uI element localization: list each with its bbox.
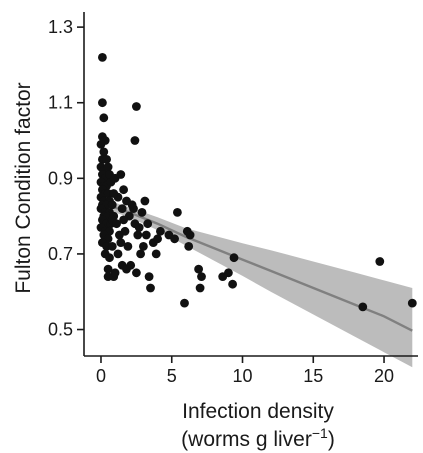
data-point (358, 302, 368, 312)
data-point (98, 98, 107, 108)
data-point (144, 272, 154, 281)
data-point (105, 253, 114, 263)
data-point (123, 242, 133, 251)
data-point (185, 230, 195, 240)
x-axis-title-units: (worms g liver−1) (181, 425, 335, 451)
data-point (130, 136, 140, 145)
x-tick-label: 10 (232, 366, 252, 386)
data-point (139, 242, 148, 251)
data-point (141, 230, 151, 240)
x-tick-label: 5 (167, 366, 177, 386)
data-point (229, 253, 239, 263)
data-point (170, 234, 180, 244)
data-point (107, 200, 117, 210)
data-point (132, 268, 141, 278)
x-tick-label: 15 (303, 366, 323, 386)
data-point (126, 260, 136, 270)
data-point (116, 238, 126, 248)
data-point (103, 162, 113, 172)
y-axis-ticks: 0.5 0.7 0.9 1.1 1.3 (48, 17, 84, 340)
data-point (228, 279, 238, 289)
data-point (133, 230, 143, 240)
x-tick-label: 20 (374, 366, 394, 386)
data-point (119, 215, 128, 225)
data-point (116, 170, 126, 179)
y-tick-label: 1.1 (48, 93, 73, 113)
data-point (137, 208, 147, 217)
data-point (224, 268, 233, 278)
data-point (195, 283, 205, 293)
data-point (151, 249, 161, 259)
data-point (103, 264, 113, 274)
data-point (96, 139, 106, 149)
x-axis-units-prefix: (worms g liver (181, 428, 312, 451)
data-point (180, 298, 189, 308)
y-axis-title: Fulton Condition factor (12, 82, 35, 293)
data-point (132, 102, 141, 111)
x-axis-units-superscript: −1 (312, 425, 328, 441)
data-point (197, 272, 206, 281)
data-point (184, 242, 194, 251)
x-tick-label: 0 (96, 366, 106, 386)
data-points-layer (96, 53, 417, 312)
data-point (129, 204, 138, 214)
data-point (117, 204, 127, 214)
y-tick-label: 0.9 (48, 168, 73, 188)
data-point (194, 264, 204, 274)
data-point (136, 249, 146, 259)
data-point (156, 226, 165, 236)
data-point (143, 219, 153, 229)
data-point (98, 53, 107, 62)
data-point (153, 234, 163, 244)
data-point (112, 219, 121, 229)
x-axis-title: Infection density (182, 400, 334, 423)
x-axis-ticks: 0 5 10 15 20 (96, 356, 394, 386)
data-point (99, 147, 109, 157)
data-point (375, 257, 385, 266)
data-point (119, 185, 128, 195)
data-point (113, 249, 123, 259)
data-point (407, 298, 417, 308)
data-point (134, 223, 144, 232)
data-point (140, 196, 150, 206)
confidence-band-layer (101, 198, 413, 368)
data-point (99, 113, 109, 123)
y-tick-label: 0.7 (48, 244, 73, 264)
y-tick-label: 1.3 (48, 17, 73, 37)
y-tick-label: 0.5 (48, 320, 73, 340)
data-point (110, 268, 120, 278)
data-point (109, 189, 119, 198)
data-point (146, 283, 155, 293)
data-point (102, 155, 111, 164)
confidence-band (101, 198, 413, 368)
x-axis-units-suffix: ) (328, 428, 335, 451)
data-point (107, 242, 117, 251)
data-point (173, 208, 182, 217)
data-point (120, 226, 130, 236)
